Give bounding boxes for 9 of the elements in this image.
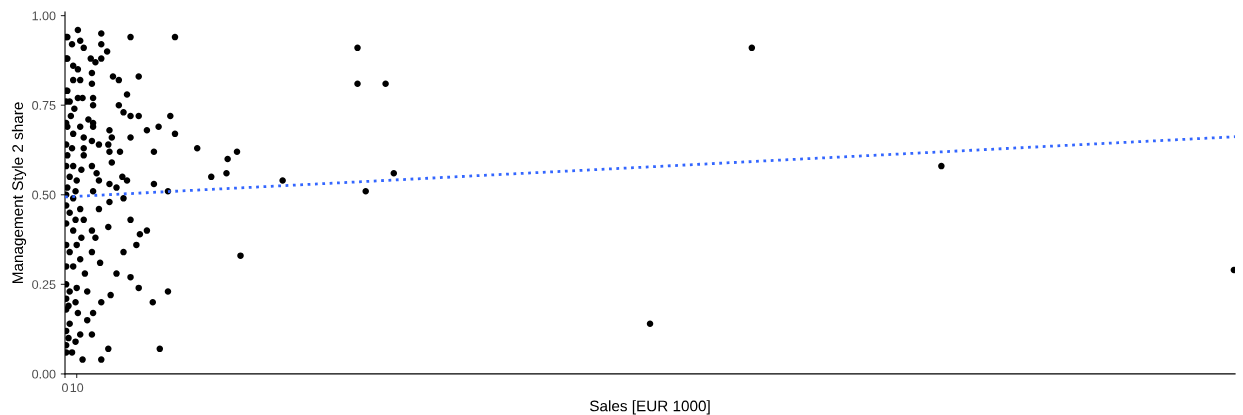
y-tick-label: 0.00 xyxy=(32,369,56,379)
x-axis-title: Sales [EUR 1000] xyxy=(590,400,710,415)
x-tick-label: 0 xyxy=(62,383,68,393)
y-tick-label: 0.50 xyxy=(32,190,56,200)
x-tick-label: 10 xyxy=(70,383,84,393)
y-axis-title: Management Style 2 share xyxy=(11,102,27,284)
y-tick-label: 1.00 xyxy=(32,11,56,21)
y-tick-label: 0.75 xyxy=(32,100,56,110)
y-tick-label: 0.25 xyxy=(32,280,56,289)
